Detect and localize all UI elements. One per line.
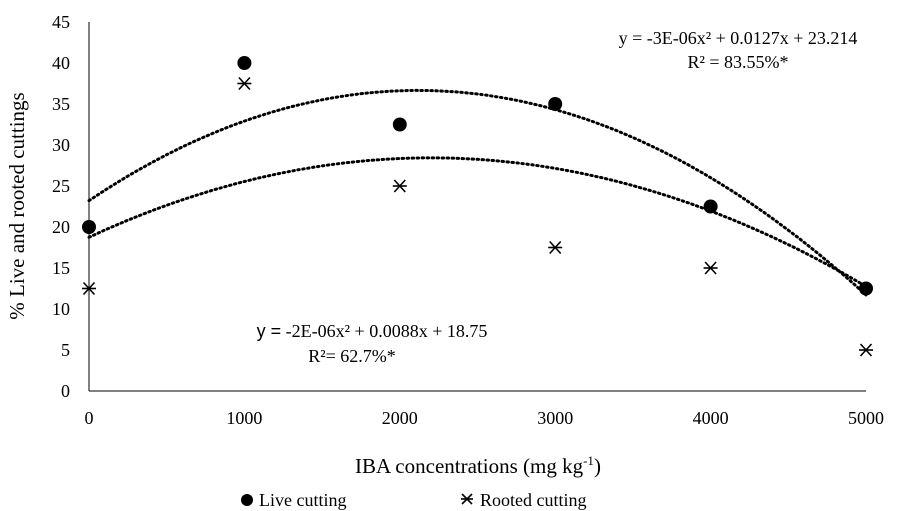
live-cutting-point xyxy=(392,117,407,132)
y-tick-label: 40 xyxy=(52,53,70,73)
x-tick-label: 2000 xyxy=(382,408,418,428)
x-axis-label-superscript: -1 xyxy=(583,453,594,468)
legend-live-marker xyxy=(241,494,253,506)
x-tick-label: 1000 xyxy=(226,408,262,428)
y-tick-labels: 0 5 10 15 20 25 30 35 40 45 xyxy=(52,12,70,401)
rooted-cutting-point xyxy=(392,179,407,193)
legend-rooted-label: Rooted cutting xyxy=(480,490,587,510)
rooted-cutting-point xyxy=(548,240,563,255)
rooted-equation-annotation: y = -2E-06x² + 0.0088x + 18.75 xyxy=(257,321,488,341)
rooted-r2-annotation: R²= 62.7%* xyxy=(308,346,396,366)
axes xyxy=(88,22,866,392)
data-points xyxy=(82,56,873,357)
y-tick-label: 5 xyxy=(61,340,70,360)
trendline-series-0 xyxy=(87,88,868,297)
live-r2-annotation: R² = 83.55%* xyxy=(687,52,788,72)
legend-live-label: Live cutting xyxy=(259,490,346,510)
x-axis-label-suffix: ) xyxy=(594,454,601,478)
live-cutting-point xyxy=(82,220,96,234)
y-tick-label: 20 xyxy=(52,217,70,237)
y-tick-label: 10 xyxy=(52,299,70,319)
x-tick-labels: 0 1000 2000 3000 4000 5000 xyxy=(85,408,885,428)
y-tick-label: 30 xyxy=(52,135,70,155)
y-tick-label: 45 xyxy=(52,12,70,32)
y-tick-label: 0 xyxy=(61,381,70,401)
legend-rooted-marker xyxy=(461,493,473,505)
legend: Live cutting Rooted cutting xyxy=(241,490,587,510)
live-equation-annotation: y = -3E-06x² + 0.0127x + 23.214 xyxy=(619,28,858,48)
rooted-equation-rest: -2E-06x² + 0.0088x + 18.75 xyxy=(281,321,487,341)
live-cutting-point xyxy=(548,97,563,111)
x-tick-label: 3000 xyxy=(537,408,573,428)
y-axis-label: % Live and rooted cuttings xyxy=(5,92,29,319)
live-cutting-point xyxy=(237,56,252,70)
rooted-cutting-point xyxy=(703,261,718,275)
live-cutting-point xyxy=(859,281,873,296)
x-tick-label: 0 xyxy=(85,408,94,428)
y-tick-label: 35 xyxy=(52,94,70,114)
rooted-cutting-point xyxy=(237,76,252,91)
rooted-equation-prefix: y = xyxy=(257,321,282,341)
x-axis-label-main: IBA concentrations (mg kg xyxy=(355,454,584,478)
rooted-cutting-point xyxy=(859,343,873,357)
y-tick-label: 15 xyxy=(52,258,70,278)
x-axis-label: IBA concentrations (mg kg-1) xyxy=(355,453,601,478)
live-cutting-point xyxy=(703,199,718,214)
rooted-cutting-point xyxy=(82,281,96,296)
y-tick-label: 25 xyxy=(52,176,70,196)
x-tick-label: 4000 xyxy=(693,408,729,428)
trendline-series-1 xyxy=(87,156,868,288)
x-tick-label: 5000 xyxy=(848,408,884,428)
trendlines xyxy=(87,88,868,297)
